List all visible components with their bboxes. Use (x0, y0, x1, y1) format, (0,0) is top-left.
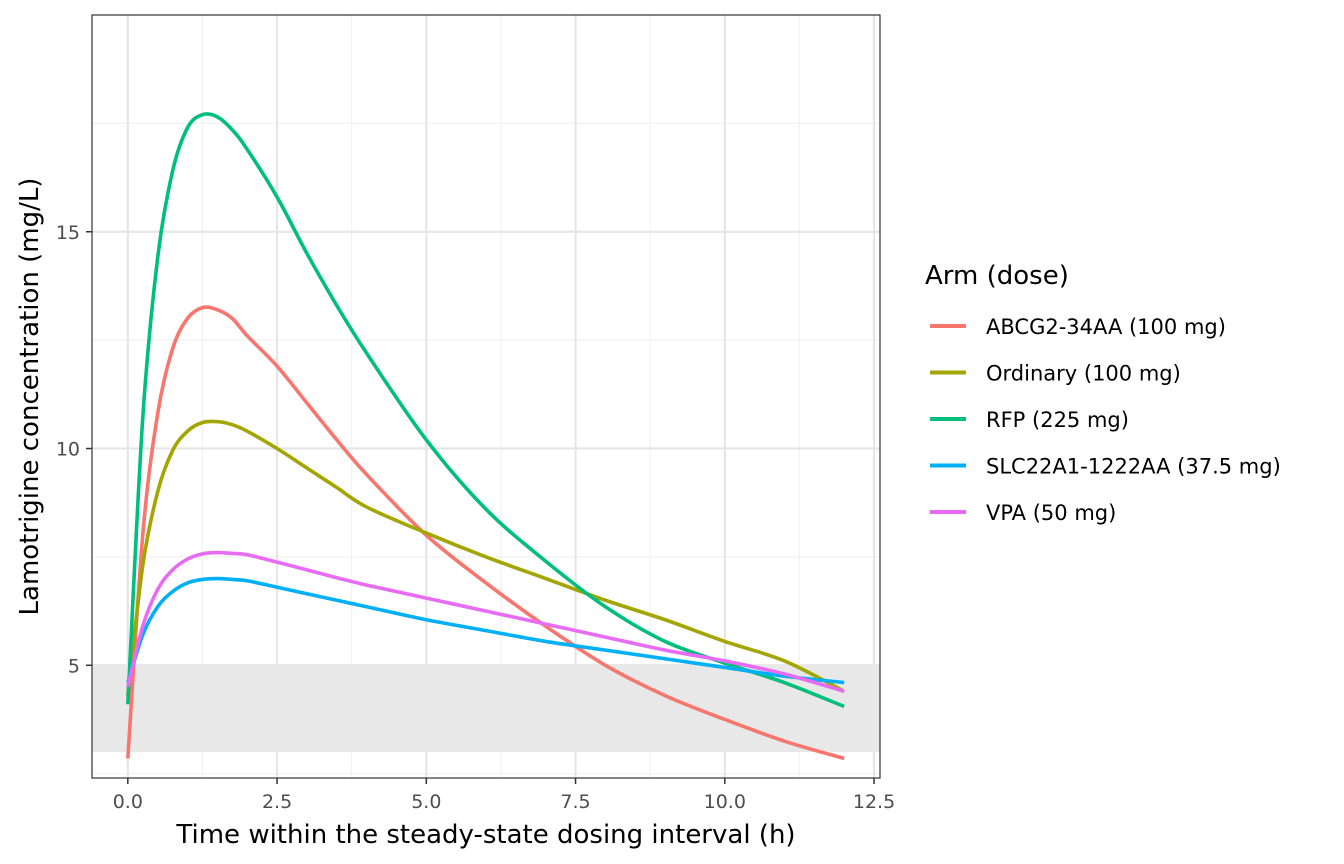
legend-title: Arm (dose) (925, 261, 1069, 291)
x-axis: 0.0 2.5 5.0 7.5 10.0 12.5 (113, 778, 895, 813)
series-line-4 (126, 550, 845, 694)
y-tick-label: 10 (56, 439, 80, 461)
x-tick-label: 5.0 (411, 791, 441, 813)
reference-band (92, 665, 880, 752)
legend-label-3: SLC22A1-1222AA (37.5 mg) (986, 455, 1281, 479)
x-tick-label: 12.5 (853, 791, 895, 813)
x-tick-label: 2.5 (262, 791, 292, 813)
y-tick-label: 5 (68, 655, 80, 677)
legend-label-4: VPA (50 mg) (986, 501, 1116, 525)
legend-label-2: RFP (225 mg) (986, 408, 1129, 432)
y-axis: 5 10 15 (56, 222, 92, 677)
x-tick-label: 7.5 (560, 791, 590, 813)
x-axis-title: Time within the steady-state dosing inte… (175, 820, 795, 850)
x-tick-label: 10.0 (704, 791, 746, 813)
legend-label-1: Ordinary (100 mg) (986, 362, 1181, 386)
series-line-2 (126, 112, 845, 709)
plot-panel (91, 14, 881, 779)
series-line-0 (126, 305, 845, 761)
y-tick-label: 15 (56, 222, 80, 244)
panel-background (92, 15, 880, 778)
legend: Arm (dose) ABCG2-34AA (100 mg) Ordinary (… (925, 261, 1281, 525)
series-line-3 (126, 576, 845, 685)
series-lines (126, 112, 845, 761)
legend-items: ABCG2-34AA (100 mg) Ordinary (100 mg) RFP … (930, 315, 1281, 525)
panel-border (91, 14, 881, 779)
x-tick-label: 0.0 (113, 791, 143, 813)
legend-label-0: ABCG2-34AA (100 mg) (986, 315, 1226, 339)
y-axis-title: Lamotrigine concentration (mg/L) (15, 178, 45, 616)
series-line-1 (126, 419, 845, 696)
